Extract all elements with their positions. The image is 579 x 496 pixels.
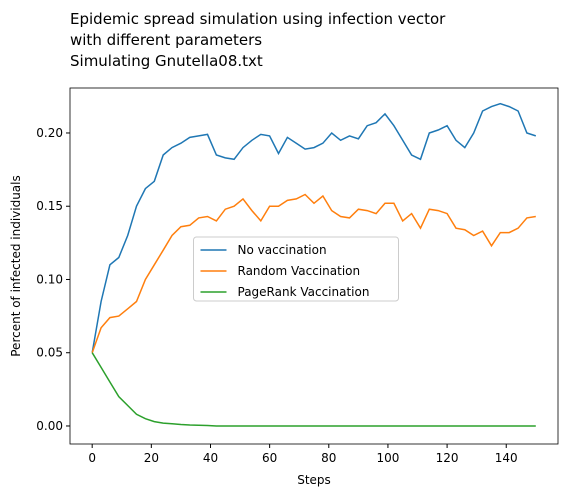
line-series <box>91 193 536 353</box>
chart-title: with different parameters <box>70 31 262 49</box>
plot-frame <box>69 87 559 445</box>
y-tick-label: 0.05 <box>36 346 63 360</box>
line-series <box>91 352 536 427</box>
x-tick-label: 80 <box>321 451 336 465</box>
y-tick-label: 0.10 <box>36 272 63 286</box>
x-axis-label: Steps <box>297 473 331 487</box>
x-tick-label: 40 <box>203 451 218 465</box>
legend-box <box>193 236 399 302</box>
x-tick-label: 20 <box>144 451 159 465</box>
line-series <box>91 102 537 353</box>
chart-title: Simulating Gnutella08.txt <box>70 52 263 70</box>
legend-label: No vaccination <box>238 243 327 257</box>
y-axis-label: Percent of infected individuals <box>9 175 23 357</box>
y-tick-label: 0.00 <box>36 419 63 433</box>
x-tick-label: 0 <box>88 451 96 465</box>
x-tick-label: 140 <box>495 451 518 465</box>
y-tick-label: 0.20 <box>36 126 63 140</box>
x-tick-label: 120 <box>436 451 459 465</box>
x-tick-label: 100 <box>376 451 399 465</box>
legend-label: Random Vaccination <box>238 264 361 278</box>
chart-title: Epidemic spread simulation using infecti… <box>70 10 446 28</box>
y-tick-label: 0.15 <box>36 199 63 213</box>
x-tick-label: 60 <box>262 451 277 465</box>
legend-label: PageRank Vaccination <box>238 285 370 299</box>
